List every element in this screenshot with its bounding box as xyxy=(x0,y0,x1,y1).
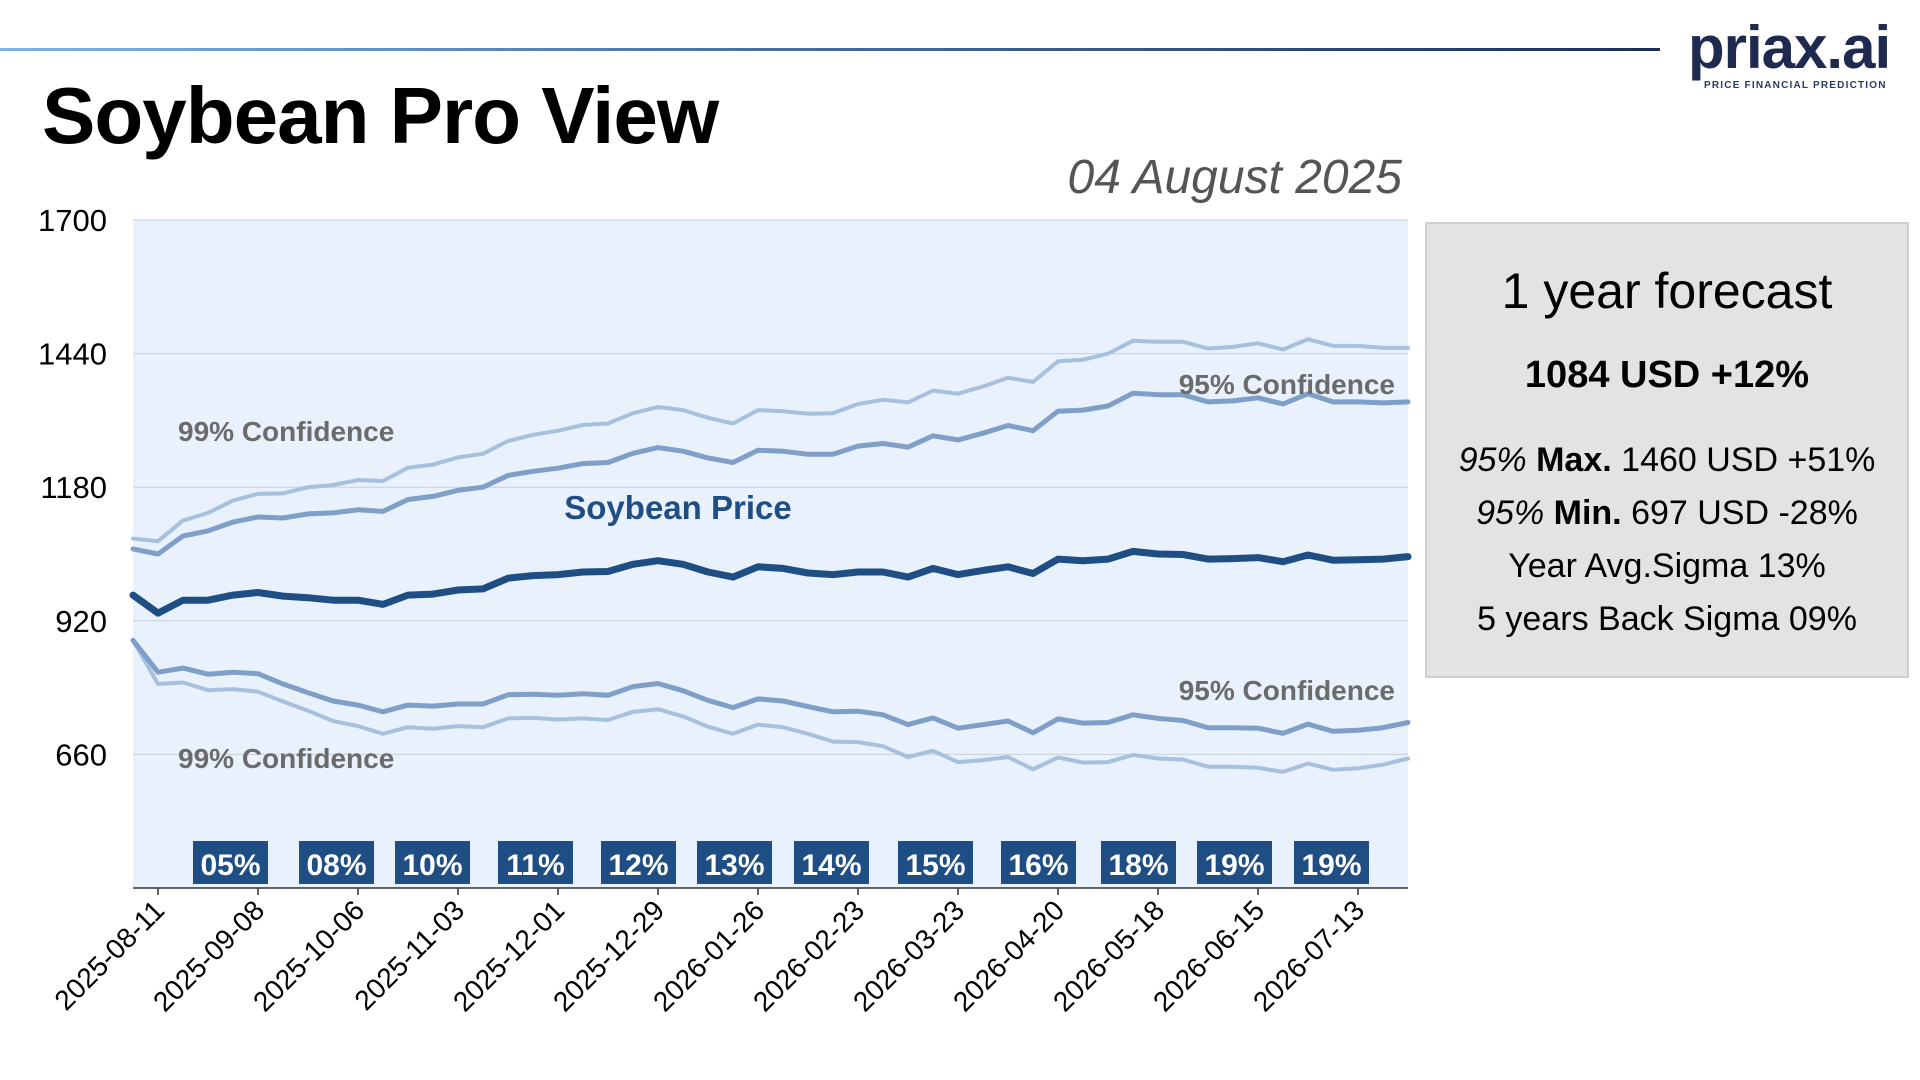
report-date: 04 August 2025 xyxy=(1067,151,1403,204)
series-lines xyxy=(129,337,1412,774)
sigma-label: 11% xyxy=(506,849,564,882)
panel-min: 95% Min. 697 USD -28% xyxy=(1427,494,1907,533)
y-tick-label: 1180 xyxy=(40,470,107,505)
series-line xyxy=(131,638,1410,774)
panel-forecast-value: 1084 USD +12% xyxy=(1524,354,1810,396)
max-prefix: 95% xyxy=(1458,441,1527,479)
annotation-label: 99% Confidence xyxy=(178,416,394,447)
sigma-box xyxy=(898,841,973,884)
sigma-label: 13% xyxy=(704,849,764,882)
annotation-label: Soybean Price xyxy=(564,489,791,526)
sigma-label: 10% xyxy=(402,849,462,882)
x-axis: 2025-08-112025-09-082025-10-062025-11-03… xyxy=(49,888,1370,1018)
header-rule xyxy=(0,48,1660,51)
y-tick-label: 660 xyxy=(55,737,107,772)
annotation-label: 95% Confidence xyxy=(1179,369,1395,400)
series-line xyxy=(129,547,1412,617)
sigma-boxes: 05% 08% 10% 11% 12% 13% 14% 15% 16% 18% 19% 19% xyxy=(193,841,1369,884)
min-label: Min. xyxy=(1553,494,1622,532)
panel-avg-sigma: Year Avg.Sigma 13% xyxy=(1508,547,1826,585)
forecast-panel: 1 year forecast 1084 USD +12% 95% Max. 1… xyxy=(1425,222,1909,678)
page-title: Soybean Pro View xyxy=(42,71,719,160)
sigma-label: 05% xyxy=(200,849,260,882)
sigma-box xyxy=(1197,841,1272,884)
sigma-box xyxy=(1101,841,1176,884)
sigma-label: 14% xyxy=(801,849,861,882)
series-line xyxy=(130,637,1411,736)
sigma-box xyxy=(794,841,869,884)
min-prefix: 95% xyxy=(1476,494,1545,532)
series-line xyxy=(130,390,1411,557)
logo-tagline: PRICE FINANCIAL PREDICTION xyxy=(1704,80,1887,91)
sigma-box xyxy=(193,841,268,884)
sigma-label: 19% xyxy=(1204,849,1264,882)
sigma-box xyxy=(697,841,772,884)
panel-back-sigma: 5 years Back Sigma 09% xyxy=(1477,600,1857,638)
panel-max: 95% Max. 1460 USD +51% xyxy=(1427,441,1907,480)
logo-text: priax.ai xyxy=(1688,14,1891,81)
sigma-label: 15% xyxy=(905,849,965,882)
panel-title: 1 year forecast xyxy=(1501,263,1833,319)
max-value: 1460 USD +51% xyxy=(1621,441,1876,479)
sigma-box xyxy=(601,841,676,884)
sigma-label: 16% xyxy=(1008,849,1068,882)
y-tick-label: 1440 xyxy=(38,337,107,372)
sigma-box xyxy=(395,841,470,884)
brand-logo: priax.ai PRICE FINANCIAL PREDICTION xyxy=(1688,14,1903,92)
sigma-label: 19% xyxy=(1301,849,1361,882)
y-tick-label: 920 xyxy=(55,604,107,639)
annotation-label: 95% Confidence xyxy=(1179,675,1395,706)
grid-lines xyxy=(133,219,1408,755)
min-value: 697 USD -28% xyxy=(1631,494,1858,532)
sigma-box xyxy=(1001,841,1076,884)
sigma-box xyxy=(299,841,374,884)
sigma-box xyxy=(1294,841,1369,884)
plot-area xyxy=(133,220,1408,888)
sigma-label: 08% xyxy=(306,849,366,882)
series-line xyxy=(131,337,1410,544)
max-label: Max. xyxy=(1536,441,1612,479)
chart-annotations: 99% Confidence 95% Confidence Soybean Pric… xyxy=(178,369,1395,774)
sigma-box xyxy=(498,841,573,884)
sigma-label: 12% xyxy=(608,849,668,882)
y-tick-label: 1700 xyxy=(38,203,107,238)
annotation-label: 99% Confidence xyxy=(178,743,394,774)
y-axis: 1700 1440 1180 920 660 xyxy=(38,203,107,772)
sigma-label: 18% xyxy=(1108,849,1168,882)
